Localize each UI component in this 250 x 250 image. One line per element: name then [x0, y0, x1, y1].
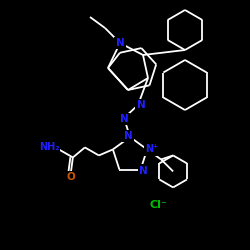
Text: N: N: [116, 38, 124, 48]
Text: N: N: [124, 131, 132, 141]
Text: O: O: [66, 172, 75, 182]
Text: Cl⁻: Cl⁻: [149, 200, 167, 210]
Text: N: N: [120, 114, 128, 124]
Text: N: N: [139, 166, 148, 175]
Text: NH₂: NH₂: [39, 142, 59, 152]
Text: N⁺: N⁺: [146, 144, 159, 154]
Text: N: N: [136, 100, 145, 110]
